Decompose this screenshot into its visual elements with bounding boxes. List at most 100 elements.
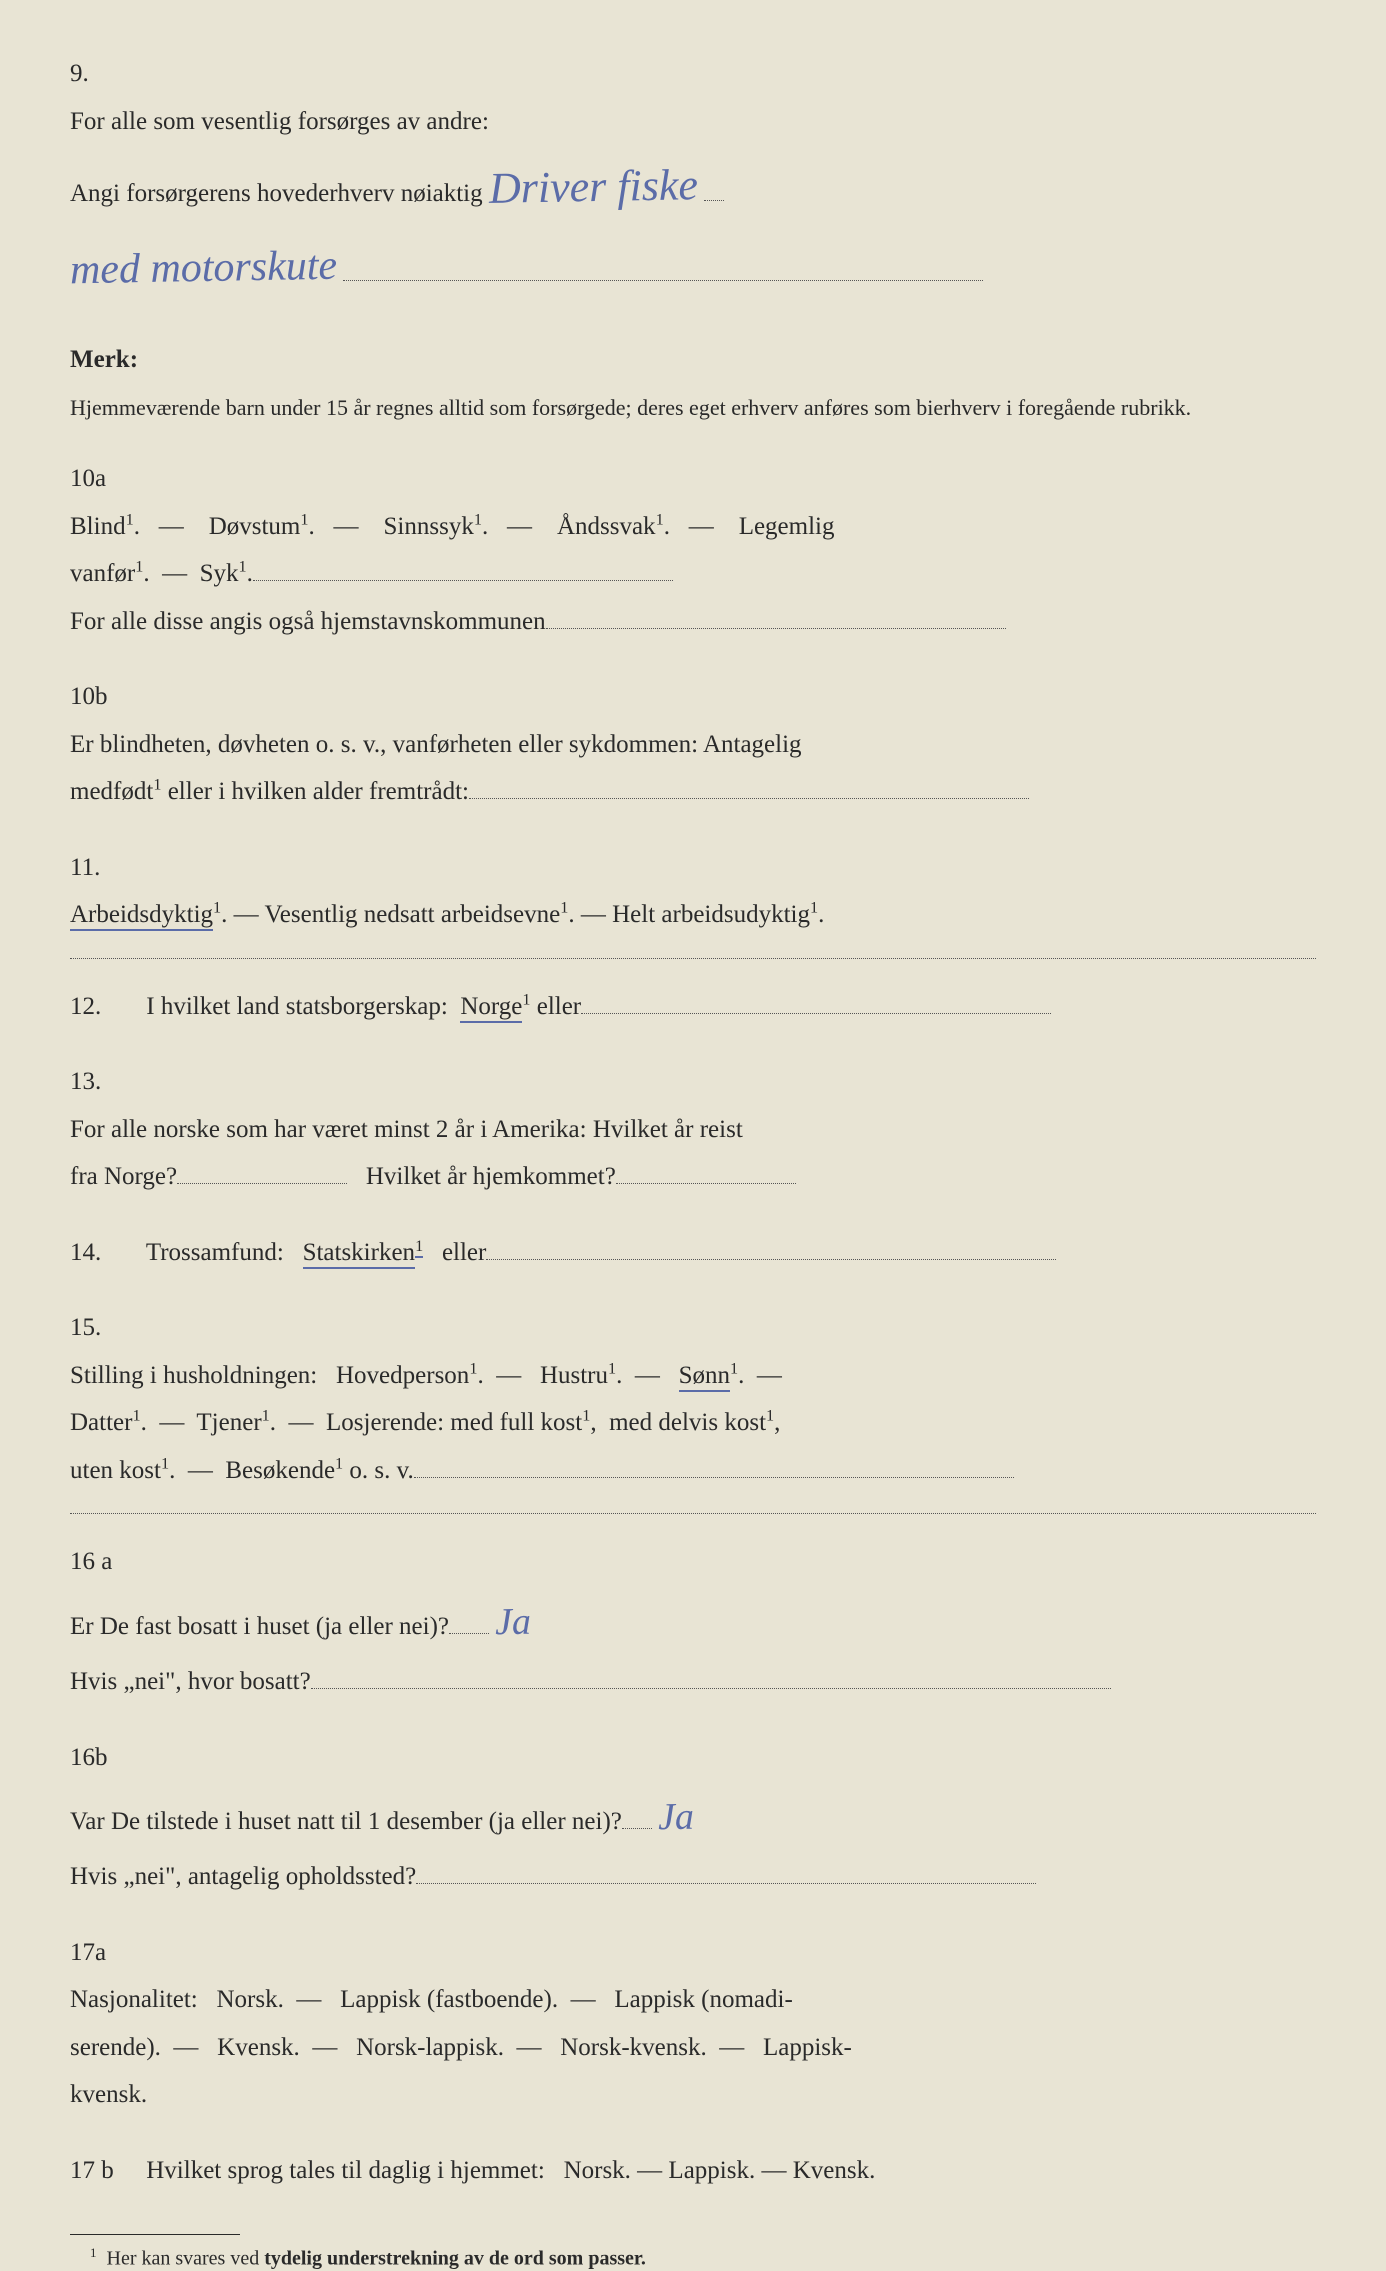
q16a-ans1: Ja (495, 1586, 532, 1659)
q16a-content: Er De fast bosatt i huset (ja eller nei)… (70, 1586, 1241, 1706)
q17a-l3: kvensk. (70, 2081, 147, 2108)
q9-line2-pre: Angi forsørgerens hovederhverv nøiaktig (70, 180, 483, 207)
question-17a: 17a Nasjonalitet: Norsk. — Lappisk (fast… (70, 1929, 1316, 2119)
q16a-blank0 (449, 1609, 489, 1634)
q15-opt11: Hustru (540, 1362, 608, 1389)
q15-opt12: Sønn (679, 1362, 730, 1392)
q12-blank (581, 989, 1051, 1014)
q10a-opt4: Legemlig (739, 513, 835, 540)
question-13: 13. For alle norske som har været minst … (70, 1058, 1316, 1201)
question-9: 9. For alle som vesentlig forsørges av a… (70, 50, 1316, 308)
q9-line1: For alle som vesentlig forsørges av andr… (70, 108, 489, 135)
merk-text: Hjemmeværende barn under 15 år regnes al… (70, 391, 1221, 424)
q13-text2a: fra Norge? (70, 1163, 177, 1190)
q16b-text2: Hvis „nei", antagelig opholdssted? (70, 1863, 416, 1890)
question-17b: 17 b Hvilket sprog tales til daglig i hj… (70, 2147, 1316, 2195)
footnote-bold: tydelig understrekning av de ord som pas… (264, 2248, 646, 2270)
q13-num: 13. (70, 1058, 140, 1106)
question-11: 11. Arbeidsdyktig1. — Vesentlig nedsatt … (70, 844, 1316, 939)
q17a-l2-1: Kvensk. (217, 2034, 300, 2061)
q16b-content: Var De tilstede i huset natt til 1 desem… (70, 1781, 1241, 1901)
q9-blank2 (343, 256, 983, 281)
q11-content: Arbeidsdyktig1. — Vesentlig nedsatt arbe… (70, 891, 1241, 939)
q10a-line3: For alle disse angis også hjemstavnskomm… (70, 608, 546, 635)
q17a-opt2: Lappisk (nomadi- (614, 1986, 792, 2013)
q15-opt20: Datter (70, 1409, 132, 1436)
q10a-opt0: Blind (70, 513, 126, 540)
q17a-l2-2: Norsk-lappisk. (356, 2034, 504, 2061)
question-16a: 16 a Er De fast bosatt i huset (ja eller… (70, 1538, 1316, 1705)
q10b-blank (469, 774, 1029, 799)
q10a-num: 10a (70, 455, 140, 503)
q11-opt0: Arbeidsdyktig (70, 901, 213, 931)
divider-11 (70, 957, 1316, 959)
q17a-opt1: Lappisk (fastboende). (340, 1986, 558, 2013)
q10b-text2-pre: medfødt (70, 778, 153, 805)
q9-content: For alle som vesentlig forsørges av andr… (70, 98, 1241, 309)
q10a-opt1: Døvstum (209, 513, 301, 540)
q13-text2b: Hvilket år hjemkommet? (366, 1163, 616, 1190)
footnote-text: Her kan svares ved (107, 2248, 265, 2270)
q15-opt21: Tjener (196, 1409, 261, 1436)
q15-losj2: med delvis kost (609, 1409, 766, 1436)
q10a-content: Blind1. — Døvstum1. — Sinnssyk1. — Åndss… (70, 503, 1241, 646)
q17a-l2-0: serende). (70, 2034, 161, 2061)
q17a-num: 17a (70, 1929, 140, 1977)
q17b-opt1: Lappisk. (668, 2157, 755, 2184)
q17b-text: Hvilket sprog tales til daglig i hjemmet… (146, 2157, 545, 2184)
q16b-num: 16b (70, 1734, 140, 1782)
q17a-opt0: Norsk. (217, 1986, 284, 2013)
merk-label: Merk: (70, 336, 160, 384)
q16a-blank (311, 1664, 1111, 1689)
q15-num: 15. (70, 1304, 140, 1352)
q10a-line2-opt: Syk (200, 560, 239, 587)
question-16b: 16b Var De tilstede i huset natt til 1 d… (70, 1734, 1316, 1901)
q13-blank1 (177, 1159, 347, 1184)
q15-line3c: o. s. v. (349, 1457, 413, 1484)
q16a-text2: Hvis „nei", hvor bosatt? (70, 1668, 311, 1695)
question-10a: 10a Blind1. — Døvstum1. — Sinnssyk1. — Å… (70, 455, 1316, 645)
q10a-opt2: Sinnssyk (384, 513, 474, 540)
q15-blank (414, 1453, 1014, 1478)
q9-handwritten1: Driver fiske (488, 143, 698, 230)
merk-note: Merk: Hjemmeværende barn under 15 år reg… (70, 336, 1316, 431)
q10a-blank2 (546, 604, 1006, 629)
q17a-text: Nasjonalitet: (70, 1986, 198, 2013)
q10a-opt3: Åndssvak (557, 513, 656, 540)
q10b-num: 10b (70, 673, 140, 721)
q16b-text1: Var De tilstede i huset natt til 1 desem… (70, 1808, 622, 1835)
q10b-text1: Er blindheten, døvheten o. s. v., vanfør… (70, 731, 802, 758)
q12-post: eller (537, 993, 581, 1020)
question-12: 12. I hvilket land statsborgerskap: Norg… (70, 983, 1316, 1031)
q12-answer: Norge (460, 993, 522, 1023)
q17a-l2-3: Norsk-kvensk. (560, 2034, 707, 2061)
q15-line3b: Besøkende (225, 1457, 335, 1484)
q16b-ans1: Ja (658, 1781, 695, 1854)
q10b-content: Er blindheten, døvheten o. s. v., vanfør… (70, 721, 1241, 816)
q17a-l2-4: Lappisk- (763, 2034, 852, 2061)
q9-blank1 (704, 176, 724, 201)
q15-opt10: Hovedperson (336, 1362, 469, 1389)
q10a-blank1 (253, 556, 673, 581)
q14-post: eller (442, 1239, 486, 1266)
footnote: 1 Her kan svares ved tydelig understrekn… (70, 2245, 1316, 2271)
q17b-opt2: Kvensk. (793, 2157, 876, 2184)
q16b-blank (416, 1859, 1036, 1884)
q12-text: I hvilket land statsborgerskap: (146, 993, 448, 1020)
q10a-line2-pre: vanfør (70, 560, 135, 587)
q15-content: Stilling i husholdningen: Hovedperson1. … (70, 1352, 1241, 1495)
q13-text1: For alle norske som har været minst 2 år… (70, 1116, 743, 1143)
q17b-num: 17 b (70, 2147, 140, 2195)
q15-losj: Losjerende: med full kost (326, 1409, 582, 1436)
q13-blank2 (616, 1159, 796, 1184)
question-10b: 10b Er blindheten, døvheten o. s. v., va… (70, 673, 1316, 816)
footnote-sup: 1 (90, 2245, 97, 2260)
q13-content: For alle norske som har været minst 2 år… (70, 1106, 1241, 1201)
q14-blank (486, 1235, 1056, 1260)
q9-num: 9. (70, 50, 140, 98)
q11-num: 11. (70, 844, 140, 892)
footnote-rule (70, 2234, 240, 2235)
q15-text: Stilling i husholdningen: (70, 1362, 317, 1389)
q14-text: Trossamfund: (146, 1239, 284, 1266)
question-14: 14. Trossamfund: Statskirken1 eller (70, 1229, 1316, 1277)
